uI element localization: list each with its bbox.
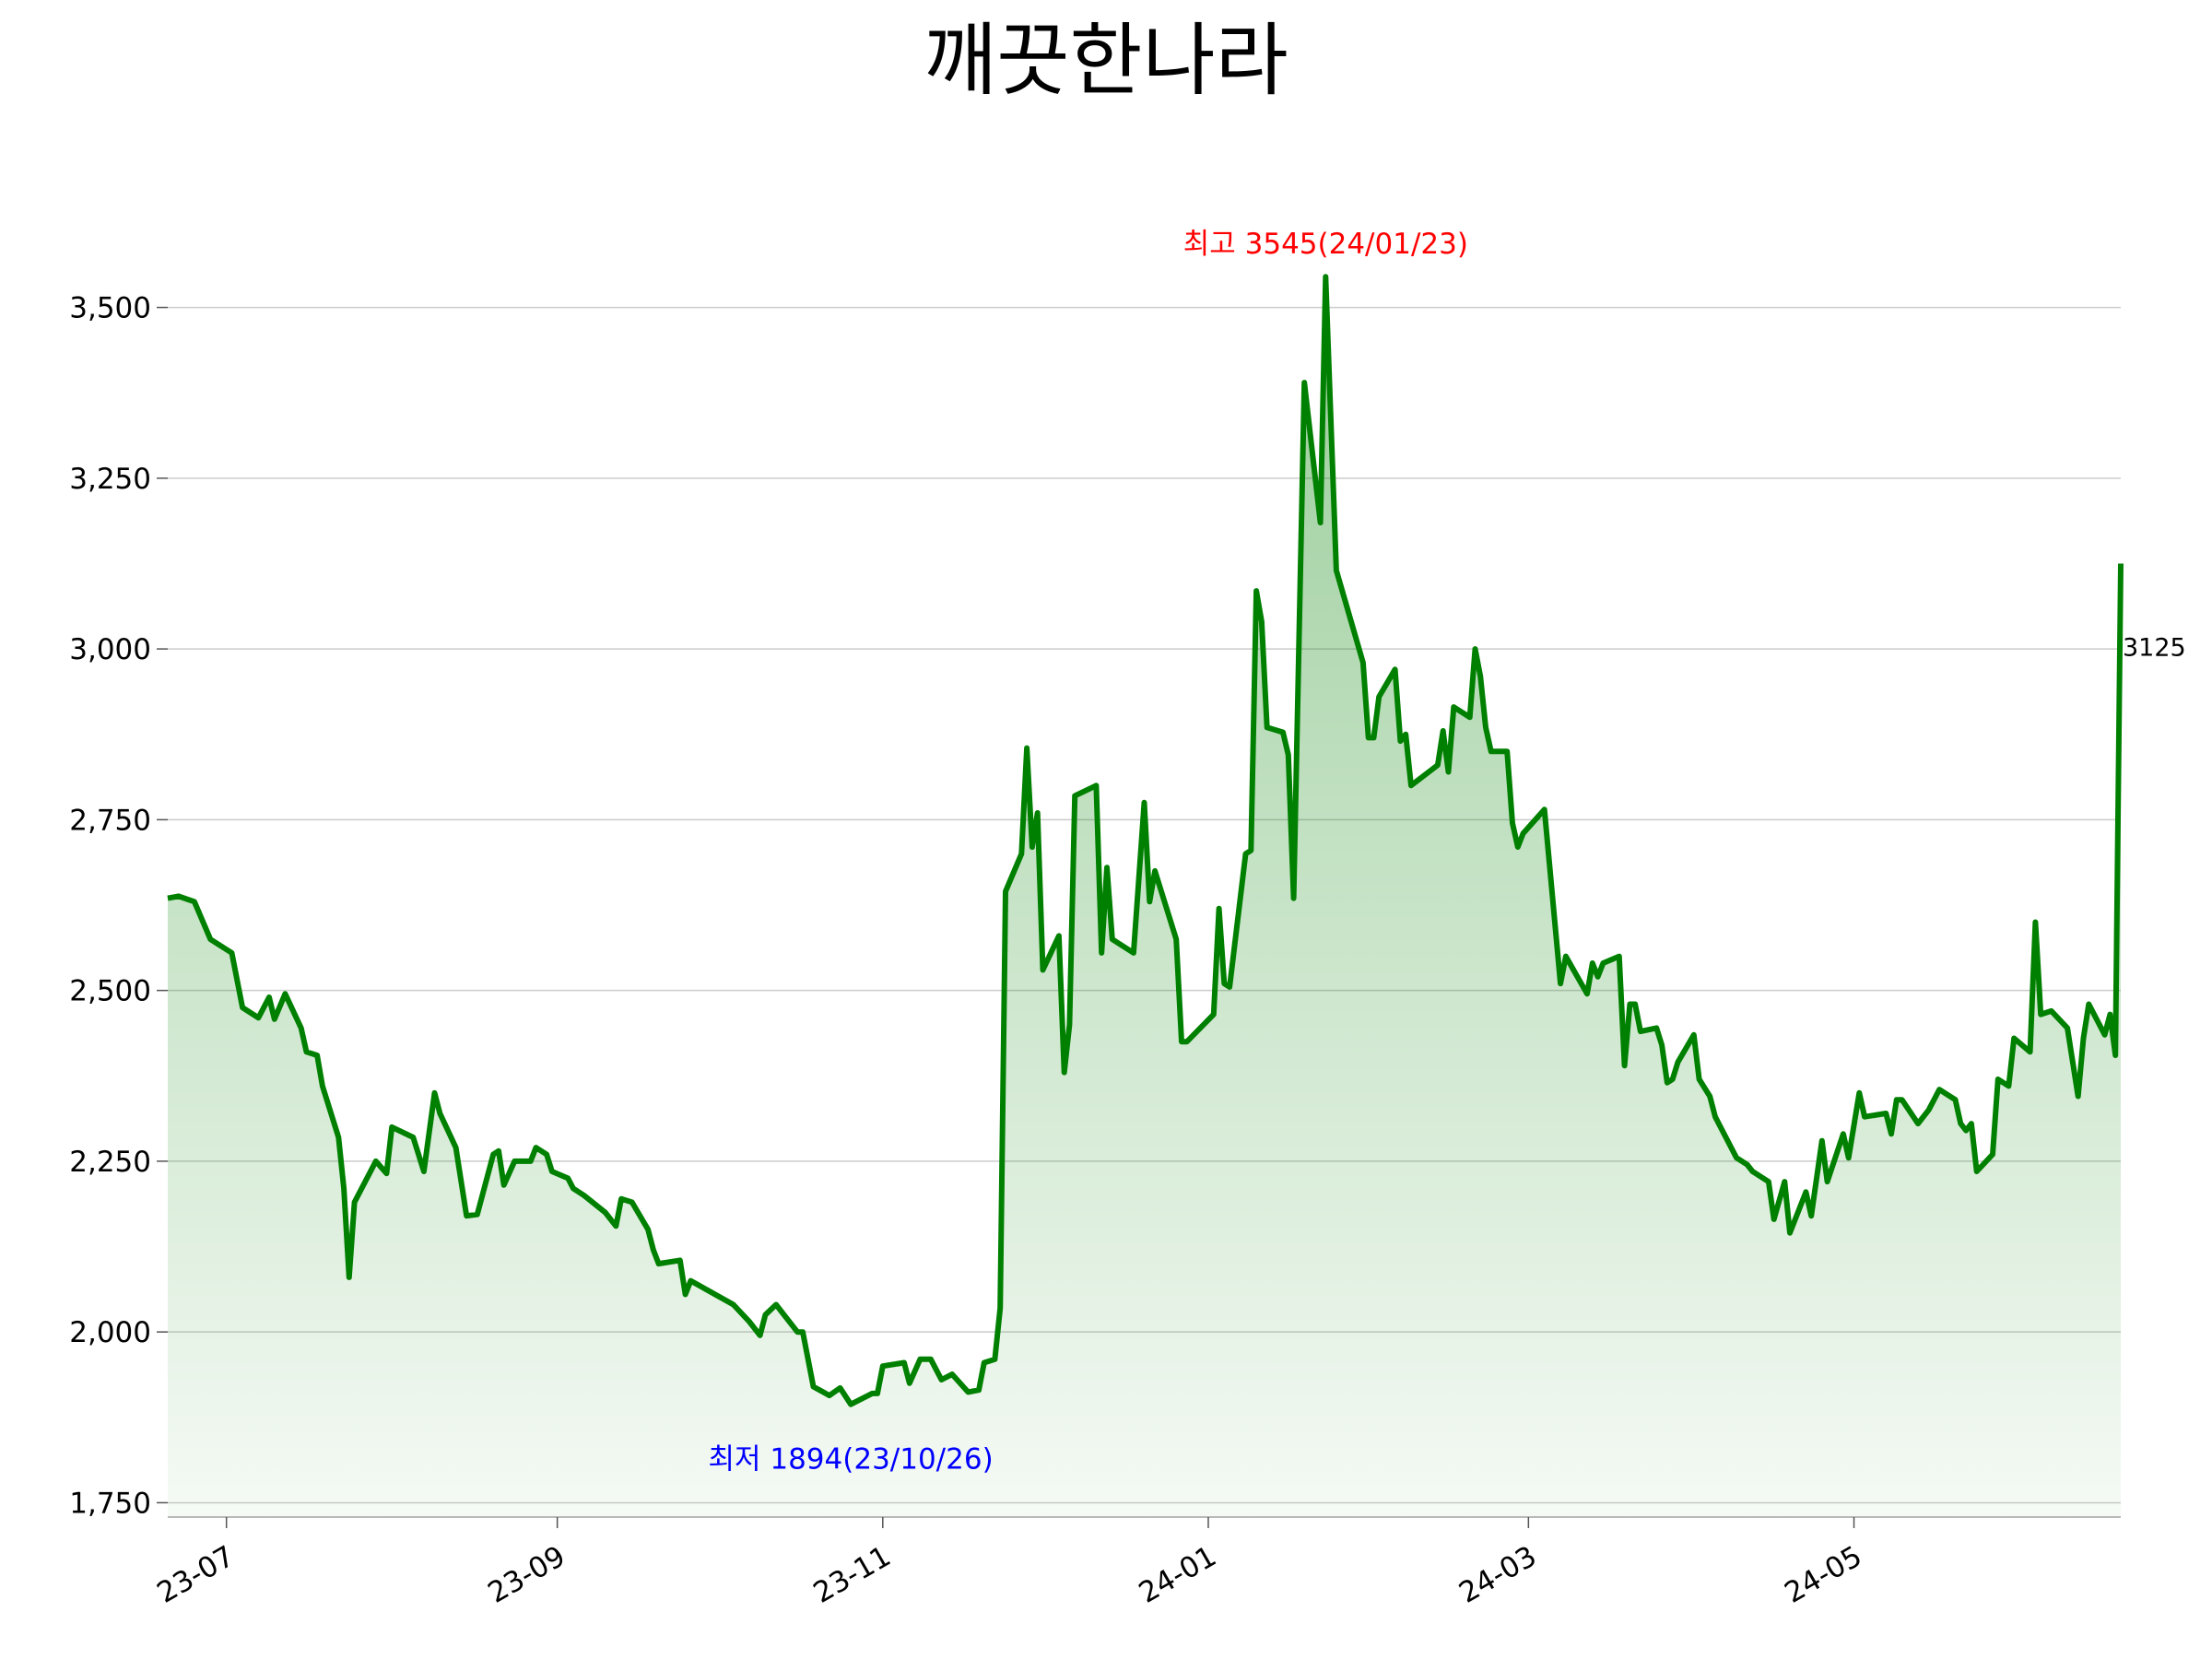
x-tick-label: 23-07 xyxy=(152,1540,241,1610)
x-tick-label: 24-03 xyxy=(1453,1540,1542,1610)
chart-title: 깨끗한나라 xyxy=(924,15,1288,107)
y-tick-label: 3,500 xyxy=(69,292,151,325)
last-annotation: 3125 xyxy=(2123,633,2186,662)
y-tick-label: 1,750 xyxy=(69,1487,151,1520)
max-annotation: 최고 3545(24/01/23) xyxy=(1183,228,1468,261)
y-tick-label: 2,000 xyxy=(69,1316,151,1349)
y-tick-label: 3,000 xyxy=(69,633,151,666)
y-tick-label: 2,500 xyxy=(69,975,151,1008)
price-line xyxy=(167,274,2124,1407)
y-tick-label: 2,750 xyxy=(69,804,151,837)
x-tick-label: 23-11 xyxy=(808,1540,897,1610)
x-tick-label: 24-01 xyxy=(1134,1540,1222,1610)
x-tick-label: 23-09 xyxy=(482,1540,571,1610)
x-tick-label: 24-05 xyxy=(1779,1540,1867,1610)
area xyxy=(168,276,2121,1518)
y-tick-label: 2,250 xyxy=(69,1146,151,1179)
min-annotation: 최저 1894(23/10/26) xyxy=(708,1443,993,1477)
y-tick-label: 3,250 xyxy=(69,463,151,496)
